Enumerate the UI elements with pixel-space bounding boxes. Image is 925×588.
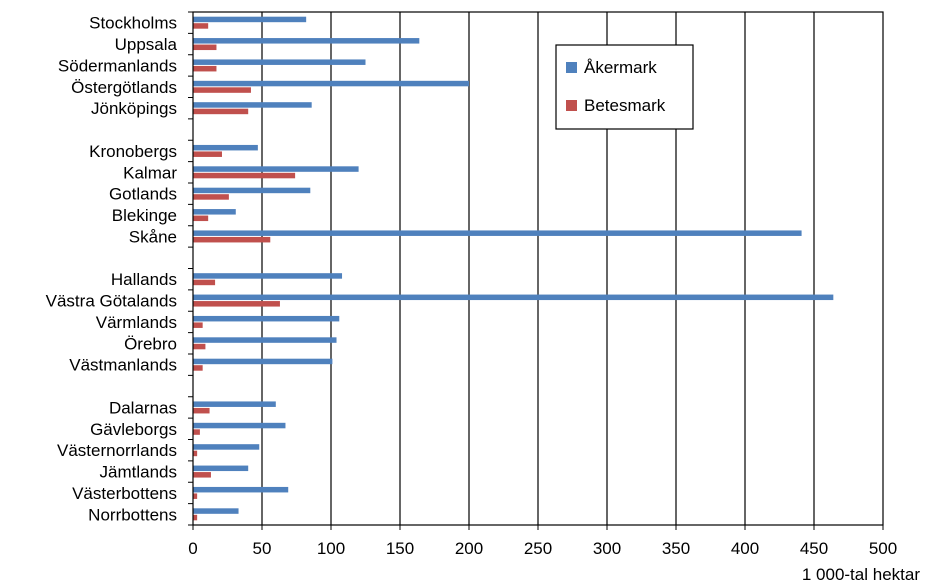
bar-akermark-vastmanlands [193,358,333,365]
bar-akermark-sodermanlands [193,59,366,65]
bar-akermark-kalmar [193,166,359,172]
category-label-vasterbottens: Västerbottens [72,484,177,503]
category-label-varmlands: Värmlands [96,313,177,332]
bar-betesmark-jonkopings [193,108,249,115]
category-label-jamtlands: Jämtlands [100,463,177,482]
category-label-jonkopings: Jönköpings [91,99,177,118]
bar-betesmark-vasterbottens [193,493,198,499]
x-tick-label: 200 [455,539,483,558]
category-label-dalarnas: Dalarnas [109,398,177,417]
bar-betesmark-varmlands [193,322,203,328]
x-tick-label: 350 [662,539,690,558]
x-tick-label: 400 [731,539,759,558]
bar-betesmark-hallands [193,279,216,286]
bar-akermark-dalarnas [193,401,276,407]
bar-akermark-blekinge [193,209,236,215]
category-label-gavleborgs: Gävleborgs [90,420,177,439]
category-label-sodermanlands: Södermanlands [58,56,177,75]
category-label-kalmar: Kalmar [123,163,177,182]
bars [193,16,834,521]
bar-betesmark-vasternorrlands [193,450,198,457]
bar-betesmark-gotlands [193,194,229,200]
x-tick-label: 50 [253,539,272,558]
bar-betesmark-kronobergs [193,151,222,157]
bar-akermark-varmlands [193,315,340,322]
bar-betesmark-vastmanlands [193,365,203,371]
category-label-norrbottens: Norrbottens [88,505,177,524]
bar-betesmark-skane [193,236,271,243]
bar-akermark-vasternorrlands [193,444,260,450]
bar-betesmark-stockholms [193,23,209,29]
category-labels: Stockholms Uppsala Södermanlands Östergötla… [46,14,178,525]
x-tick-label: 500 [869,539,897,558]
x-tick-labels: 0 50 100 150 200 250 300 350 400 450 500 [188,539,897,558]
x-tick-label: 100 [317,539,345,558]
bar-akermark-stockholms [193,16,307,23]
category-label-vastra-gotalands: Västra Götalands [46,292,177,311]
gridlines [188,11,884,530]
bar-betesmark-sodermanlands [193,65,217,72]
legend-swatch-akermark [566,62,577,73]
category-label-orebro: Örebro [124,334,177,353]
bar-akermark-hallands [193,273,343,279]
bar-akermark-kronobergs [193,144,258,151]
bar-betesmark-kalmar [193,172,296,179]
bar-betesmark-blekinge [193,215,209,222]
plot-frame [192,11,884,526]
x-tick-label: 300 [593,539,621,558]
bar-betesmark-gavleborgs [193,429,200,435]
category-label-vastmanlands: Västmanlands [69,356,177,375]
x-axis-title: 1 000-tal hektar [802,565,920,584]
category-label-vasternorrlands: Västernorrlands [57,441,177,460]
legend-label-akermark: Åkermark [584,58,657,77]
x-tick-label: 450 [800,539,828,558]
legend-box [555,44,694,130]
bar-akermark-skane [193,230,802,236]
bar-betesmark-dalarnas [193,407,210,414]
category-label-stockholms: Stockholms [89,14,177,33]
bar-betesmark-ostergotlands [193,87,251,93]
bar-akermark-orebro [193,337,337,343]
bar-betesmark-norrbottens [193,514,198,521]
bar-akermark-uppsala [193,38,420,44]
category-label-blekinge: Blekinge [112,206,177,225]
bar-betesmark-vastra-gotalands [193,301,280,307]
x-tick-label: 250 [524,539,552,558]
x-tick-label: 0 [188,539,197,558]
bar-betesmark-uppsala [193,44,217,51]
category-label-skane: Skåne [129,227,177,246]
category-label-ostergotlands: Östergötlands [71,78,177,97]
legend: Åkermark Betesmark [555,44,694,130]
bar-akermark-gavleborgs [193,422,286,429]
bar-betesmark-orebro [193,343,206,350]
x-tick-label: 150 [386,539,414,558]
bar-akermark-ostergotlands [193,80,469,87]
legend-label-betesmark: Betesmark [584,96,666,115]
bar-akermark-jamtlands [193,465,249,472]
category-label-kronobergs: Kronobergs [89,142,177,161]
bar-akermark-gotlands [193,187,311,194]
bar-akermark-vasterbottens [193,486,289,493]
legend-swatch-betesmark [566,100,577,111]
bar-akermark-norrbottens [193,508,239,514]
bar-akermark-jonkopings [193,102,312,108]
category-label-uppsala: Uppsala [115,35,178,54]
category-label-hallands: Hallands [111,270,177,289]
category-label-gotlands: Gotlands [109,185,177,204]
bar-betesmark-jamtlands [193,472,211,478]
bar-akermark-vastra-gotalands [193,294,834,301]
